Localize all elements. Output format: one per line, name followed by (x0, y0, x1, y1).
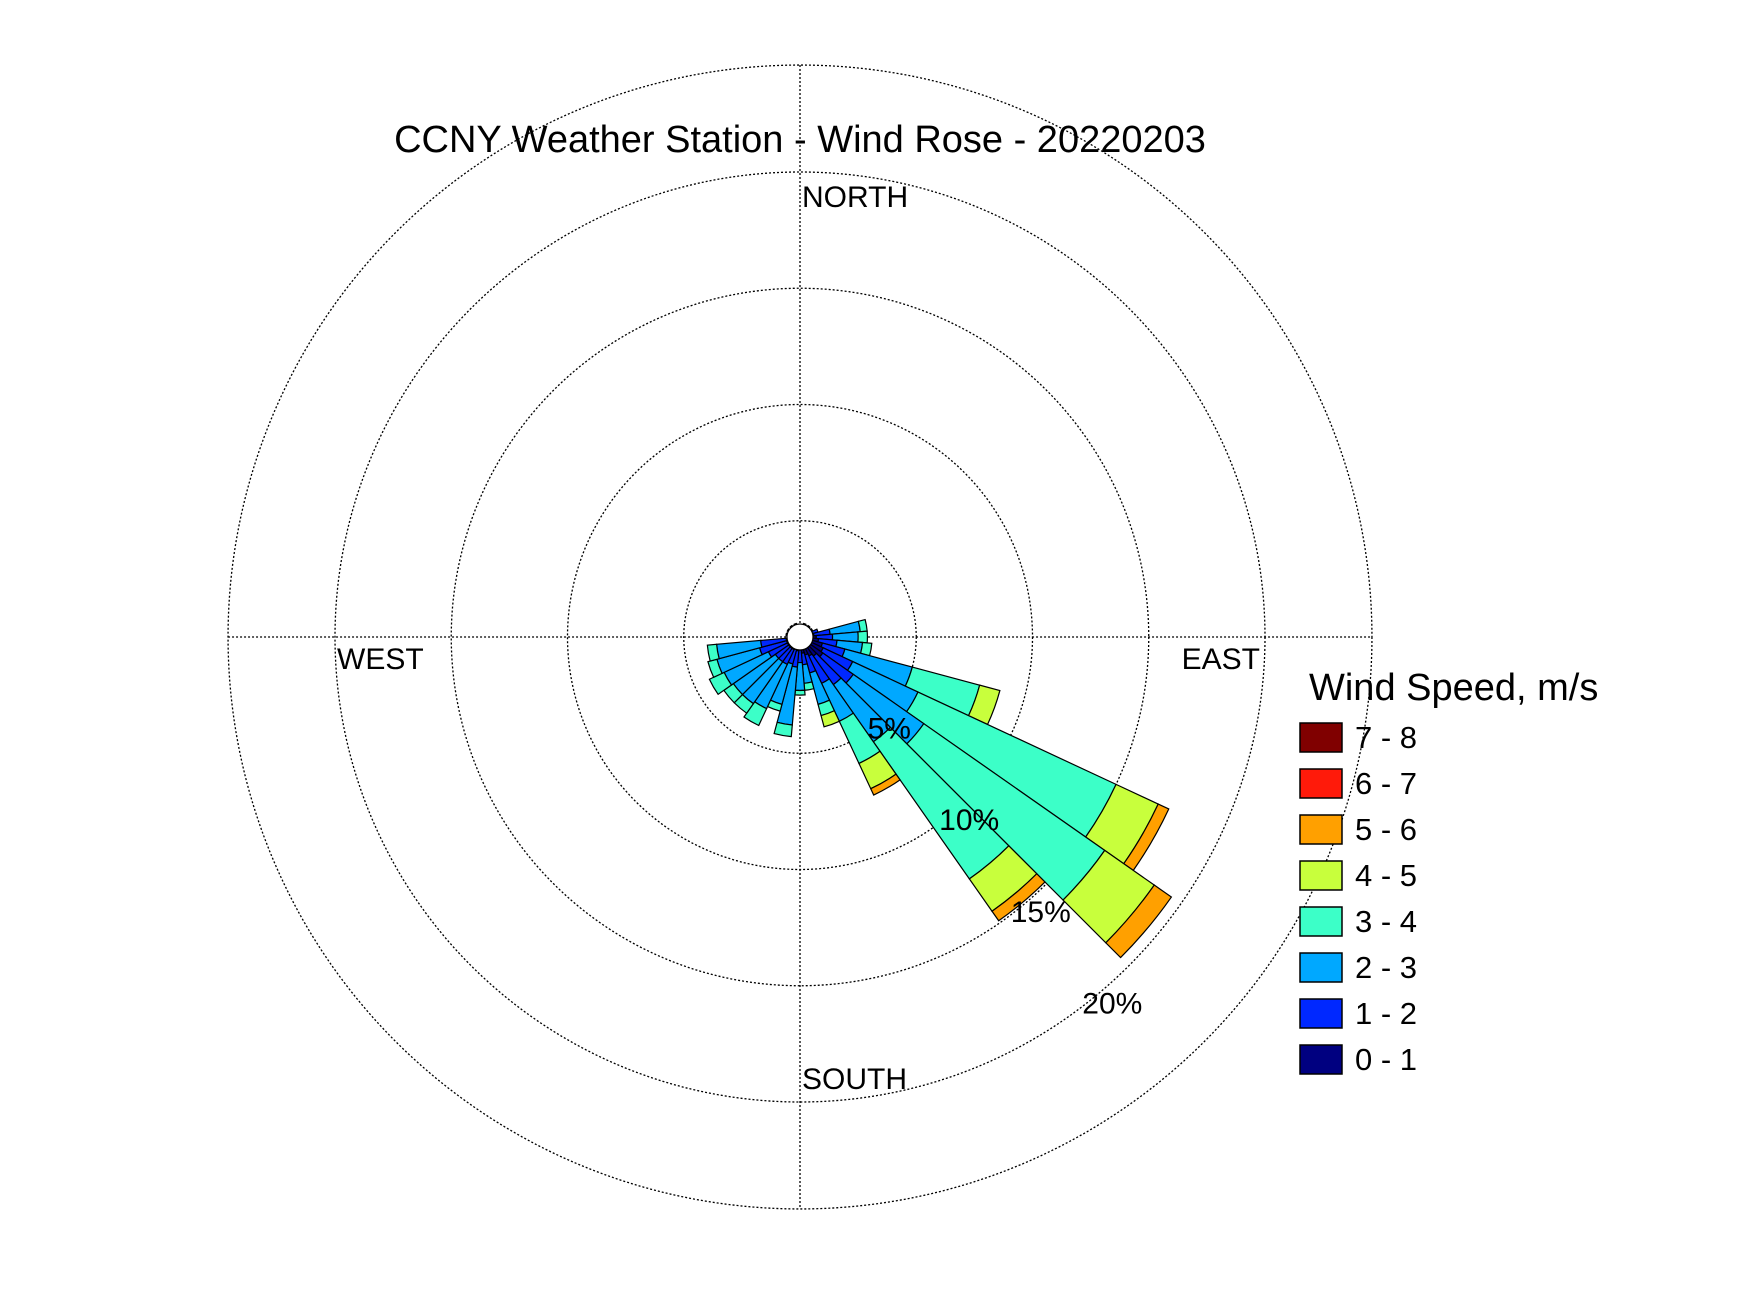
legend-swatch (1299, 814, 1343, 845)
legend-label: 5 - 6 (1355, 812, 1417, 847)
petal-190-bin-3-4 (773, 721, 793, 738)
petal-80-bin-3-4 (857, 618, 868, 633)
radial-tick-label: 10% (939, 804, 999, 837)
petal-240-bin-3-4 (708, 671, 733, 696)
petal-250-bin-3-4 (707, 658, 723, 679)
radial-tick-label: 15% (1011, 896, 1071, 929)
petal-210-bin-3-4 (743, 700, 768, 727)
legend-label: 2 - 3 (1355, 950, 1417, 985)
petal-150-bin-5-6 (869, 773, 901, 796)
grid-ring-5 (227, 64, 1373, 1210)
legend-items: 7 - 8 6 - 7 5 - 6 4 - 5 3 - 4 2 - 3 1 - 2 0 - 1 (1299, 720, 1417, 1077)
petal-180-bin-3-4 (794, 689, 806, 696)
legend-swatch (1299, 906, 1343, 937)
direction-south-label: SOUTH (802, 1063, 907, 1096)
petal-160-bin-4-5 (820, 709, 841, 728)
petal-140-bin-5-6 (991, 872, 1046, 922)
legend-swatch (1299, 860, 1343, 891)
legend-title: Wind Speed, m/s (1309, 667, 1598, 709)
petal-170-bin-3-4 (803, 681, 815, 691)
petal-130-bin-5-6 (1104, 884, 1173, 959)
legend-label: 3 - 4 (1355, 904, 1417, 939)
direction-east-label: EAST (1182, 643, 1260, 676)
legend-label: 7 - 8 (1355, 720, 1417, 755)
legend-label: 6 - 7 (1355, 766, 1417, 801)
legend-swatch (1299, 722, 1343, 753)
legend-swatch (1299, 768, 1343, 799)
legend-label: 1 - 2 (1355, 996, 1417, 1031)
radial-tick-label: 5% (868, 713, 911, 746)
radial-tick-labels: 5% 10% 15% 20% (868, 713, 1143, 1021)
wind-petals (706, 618, 1173, 959)
center-hole (786, 623, 814, 651)
polar-grid (227, 64, 1373, 1210)
radial-tick-label: 20% (1082, 987, 1142, 1020)
petal-90-bin-3-4 (857, 630, 869, 644)
direction-west-label: WEST (337, 643, 424, 676)
petal-260-bin-3-4 (706, 643, 720, 662)
legend: Wind Speed, m/s 7 - 8 6 - 7 5 - 6 4 - 5 3 - … (1299, 667, 1598, 1077)
legend-swatch (1299, 1044, 1343, 1075)
legend-swatch (1299, 952, 1343, 983)
direction-north-label: NORTH (802, 181, 908, 214)
legend-label: 0 - 1 (1355, 1042, 1417, 1077)
legend-label: 4 - 5 (1355, 858, 1417, 893)
legend-swatch (1299, 998, 1343, 1029)
